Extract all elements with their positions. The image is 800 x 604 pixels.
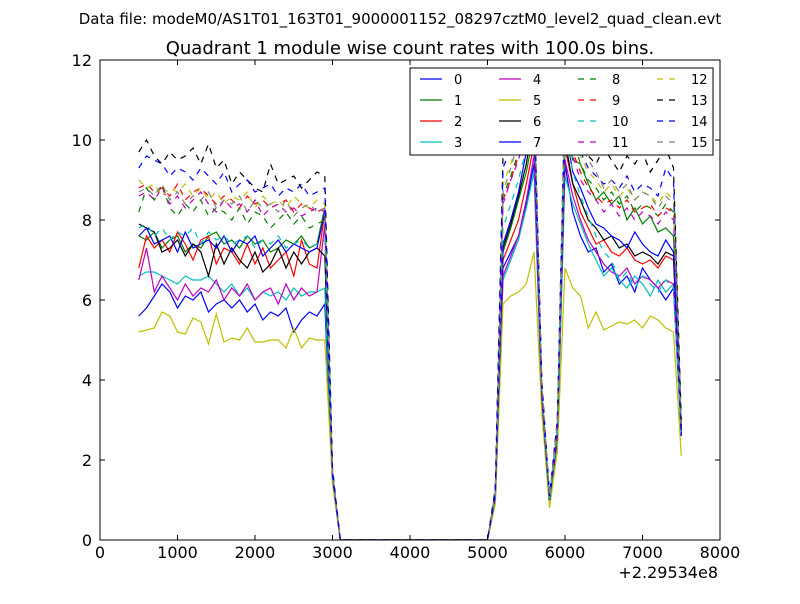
legend-label-7: 7: [533, 136, 541, 151]
legend-label-11: 11: [612, 136, 629, 151]
axes: 0 1000 2000 3000 4000 5000 6000 7000 80000246810…: [72, 51, 741, 562]
x-tick-label: 8000: [700, 543, 741, 562]
y-tick-label: 6: [82, 291, 92, 310]
series-group: [138, 79, 682, 540]
legend-label-6: 6: [533, 115, 541, 130]
x-tick-label: 2000: [235, 543, 276, 562]
series-line-15: [138, 79, 682, 540]
x-tick-label: 4000: [390, 543, 431, 562]
series-line-1: [138, 123, 682, 540]
series-line-7: [138, 123, 682, 540]
y-tick-label: 12: [72, 51, 92, 70]
x-axis-offset-label: +2.29534e8: [618, 563, 718, 582]
legend-label-3: 3: [454, 136, 462, 151]
series-line-10: [138, 119, 682, 540]
series-line-8: [138, 95, 682, 540]
legend-label-12: 12: [691, 73, 708, 88]
legend-label-15: 15: [691, 136, 708, 151]
y-tick-label: 8: [82, 211, 92, 230]
series-line-9: [138, 99, 682, 540]
series-line-4: [138, 155, 682, 540]
legend-label-2: 2: [454, 115, 462, 130]
y-tick-label: 2: [82, 451, 92, 470]
series-line-0: [138, 163, 682, 540]
data-file-suptitle: Data file: modeM0/AS1T01_163T01_90000011…: [79, 10, 722, 29]
legend-label-14: 14: [691, 115, 708, 130]
legend-label-10: 10: [612, 115, 629, 130]
plot-area: [138, 79, 682, 540]
x-tick-label: 5000: [467, 543, 508, 562]
series-line-12: [138, 87, 682, 540]
series-line-14: [138, 90, 682, 540]
legend-box: [409, 67, 714, 156]
legend-label-5: 5: [533, 94, 541, 109]
series-line-2: [138, 143, 682, 540]
x-tick-label: 6000: [545, 543, 586, 562]
y-tick-label: 10: [72, 131, 92, 150]
series-line-13: [138, 91, 682, 540]
x-tick-label: 7000: [622, 543, 663, 562]
legend-label-9: 9: [612, 94, 620, 109]
legend-label-0: 0: [454, 73, 462, 88]
y-tick-label: 0: [82, 531, 92, 550]
chart-title: Quadrant 1 module wise count rates with …: [166, 38, 655, 59]
series-line-3: [138, 171, 682, 540]
legend-label-4: 4: [533, 73, 541, 88]
series-line-11: [138, 103, 682, 540]
x-tick-label: 0: [95, 543, 105, 562]
series-line-5: [138, 251, 682, 540]
y-tick-label: 4: [82, 371, 92, 390]
x-tick-label: 1000: [157, 543, 198, 562]
legend-label-8: 8: [612, 73, 620, 88]
x-tick-label: 3000: [312, 543, 353, 562]
legend-label-1: 1: [454, 94, 462, 109]
legend-label-13: 13: [691, 94, 708, 109]
